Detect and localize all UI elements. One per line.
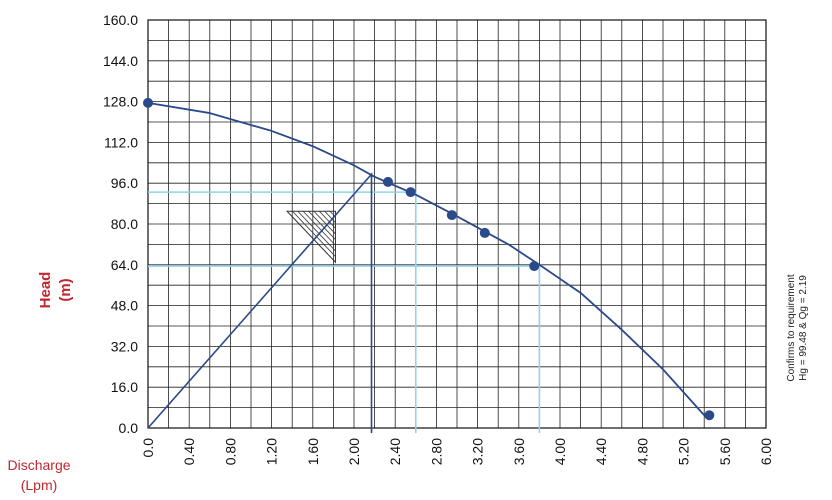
x-tick-label: 2.40 <box>387 438 403 465</box>
annotation-line2: Hg = 99.48 & Qg = 2.19 <box>798 275 809 381</box>
minor-grid <box>147 19 767 429</box>
reference-lines <box>148 191 541 434</box>
x-tick-label: 3.60 <box>511 438 527 465</box>
x-tick-label: 1.60 <box>305 438 321 465</box>
x-tick-label: 0.40 <box>181 438 197 465</box>
y-tick-label: 32.0 <box>111 338 138 354</box>
hatch-line <box>313 210 336 235</box>
efficiency-line <box>147 172 373 434</box>
head-curve <box>147 101 705 416</box>
data-markers <box>143 97 715 421</box>
data-point <box>405 187 416 198</box>
x-tick-label: 2.80 <box>428 438 444 465</box>
x-tick-labels: 0.0 0.40 0.80 1.20 1.60 2.00 2.40 2.80 3.20 3.60 4… <box>140 438 774 465</box>
hatch-line <box>308 210 336 240</box>
hatch-line <box>302 210 336 246</box>
y-axis-label-line2: (m) <box>57 278 74 301</box>
reference-line <box>148 191 417 434</box>
efficiency-line-path <box>147 172 373 434</box>
x-tick-label: 3.20 <box>470 438 486 465</box>
data-point <box>704 410 715 421</box>
x-tick-label: 2.00 <box>346 438 362 465</box>
x-tick-label: 5.60 <box>717 438 733 465</box>
data-point <box>479 227 490 238</box>
hatch-line <box>292 210 336 257</box>
x-tick-label: 0.0 <box>140 438 156 458</box>
y-tick-label: 64.0 <box>111 257 138 273</box>
y-tick-label: 48.0 <box>111 298 138 314</box>
hatch-line <box>319 210 336 229</box>
x-axis-label-line2: (Lpm) <box>21 477 58 493</box>
reference-line <box>148 265 541 434</box>
x-tick-label: 5.20 <box>676 438 692 465</box>
y-tick-label: 112.0 <box>104 134 138 150</box>
y-tick-label: 160.0 <box>103 12 138 28</box>
hatch-triangle <box>285 210 336 264</box>
data-point <box>382 176 393 187</box>
data-point <box>446 210 457 221</box>
hatch-line <box>297 210 336 252</box>
x-tick-label: 0.80 <box>222 438 238 465</box>
x-tick-label: 1.20 <box>264 438 280 465</box>
y-tick-label: 144.0 <box>103 53 138 69</box>
x-tick-label: 4.40 <box>593 438 609 465</box>
hatch-outline <box>285 210 336 264</box>
y-tick-label: 16.0 <box>111 379 138 395</box>
hatch-line <box>324 210 336 223</box>
plot-frame <box>147 19 767 429</box>
y-tick-labels: 0.0 16.0 32.0 48.0 64.0 80.0 96.0 112.0 128.0 144… <box>103 12 138 436</box>
y-tick-label: 0.0 <box>119 420 139 436</box>
data-point <box>143 97 153 108</box>
annotation-line1: Confirms to requirement <box>786 274 797 381</box>
y-tick-label: 128.0 <box>103 94 138 110</box>
data-point <box>529 261 540 272</box>
y-axis-label-line1: Head <box>37 272 54 309</box>
x-tick-label: 6.00 <box>758 438 774 465</box>
x-tick-label: 4.80 <box>634 438 650 465</box>
x-tick-label: 4.00 <box>552 438 568 465</box>
y-tick-label: 96.0 <box>111 175 138 191</box>
head-curve-line <box>147 101 705 416</box>
x-axis-label-line1: Discharge <box>7 457 70 473</box>
y-tick-label: 80.0 <box>111 216 138 232</box>
